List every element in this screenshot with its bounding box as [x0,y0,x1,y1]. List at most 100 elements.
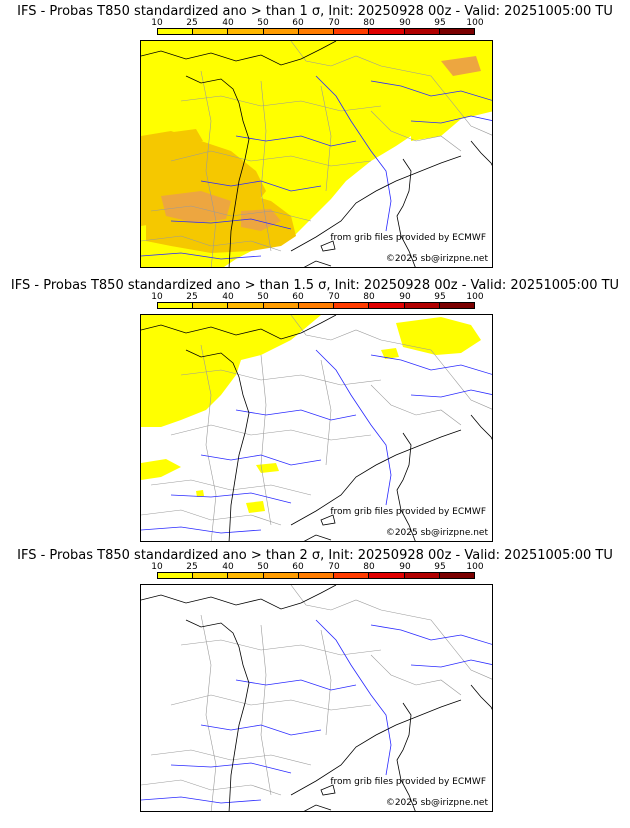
probability-map: from grib files provided by ECMWF ©2025 … [140,314,493,542]
river-line [315,349,392,506]
border-line [370,384,462,426]
colorbar-segment [263,303,299,308]
prob-area-low-alsace [381,348,399,359]
coastline [396,158,416,267]
coastline [141,41,337,66]
coastline [470,414,492,440]
colorbar [157,302,475,309]
border-line [320,85,332,192]
river-line [170,218,292,230]
river-line [170,762,292,774]
colorbar-labels: 10 25 40 50 60 70 80 90 95 100 [150,292,490,302]
border-line [320,629,332,736]
border-line [320,359,332,466]
colorbar-label: 100 [466,292,484,302]
prob-area-high-2 [241,209,281,231]
colorbar-segment [263,29,299,34]
colorbar-label: 50 [257,562,269,572]
border-line [141,779,282,796]
river-line [410,115,492,124]
border-line [141,509,282,526]
colorbar-segment [439,573,474,578]
prob-area-low-northeast [396,317,481,355]
border-line [150,205,312,222]
river-line [370,354,492,375]
geography [141,315,492,541]
coastline [320,240,336,252]
panel-sigma-2: IFS - Probas T850 standardized ano > tha… [0,548,630,818]
colorbar-label: 100 [466,562,484,572]
colorbar-segment [158,303,194,308]
probability-fill [141,41,492,267]
colorbar-segment [158,29,194,34]
river-line [141,526,262,534]
colorbar-segment [404,29,440,34]
border-line [180,95,382,112]
border-line [260,80,272,252]
colorbar [157,572,475,579]
colorbar-label: 95 [434,292,446,302]
coastline [303,804,332,811]
colorbar-label: 70 [328,562,340,572]
probability-fill [141,315,481,513]
colorbar-label: 70 [328,292,340,302]
ecmwf-credit: from grib files provided by ECMWF [330,507,486,517]
geography [141,585,492,811]
colorbar-label: 50 [257,18,269,28]
colorbar-label: 90 [399,562,411,572]
colorbar-labels: 10 25 40 50 60 70 80 90 95 100 [150,18,490,28]
colorbar-segment [298,303,335,308]
colorbar-segment [193,573,229,578]
coastline [470,140,492,166]
panel-title: IFS - Probas T850 standardized ano > tha… [17,4,613,19]
prob-area-high-4 [166,129,203,145]
border-line [170,150,372,167]
river-line [315,75,392,232]
colorbar-segment [334,29,370,34]
coastline [290,155,462,252]
border-line [200,344,217,541]
prob-area-high-3 [441,56,481,76]
coastline [470,684,492,710]
colorbar-label: 90 [399,292,411,302]
ecmwf-credit: from grib files provided by ECMWF [330,777,486,787]
map-svg [141,41,492,267]
border-line [200,614,217,811]
coastline [141,315,337,340]
prob-area-low-sw-2 [256,463,279,473]
coastline [185,619,250,811]
border-line [260,354,272,526]
colorbar-segment [298,573,335,578]
geography [141,41,492,267]
copyright: ©2025 sb@irizpne.net [385,528,488,538]
colorbar-segment [439,29,474,34]
map-svg [141,315,492,541]
coastline [396,432,416,541]
colorbar-label: 80 [363,18,375,28]
border-line [290,41,492,136]
colorbar-label: 60 [292,18,304,28]
coastline [290,429,462,526]
coastline [303,260,332,267]
coastline [303,534,332,541]
copyright: ©2025 sb@irizpne.net [385,798,488,808]
coastline [320,514,336,526]
map-svg [141,585,492,811]
river-line [410,659,492,668]
river-line [235,679,357,691]
border-line [370,110,462,152]
border-line [150,749,312,766]
panel-title: IFS - Probas T850 standardized ano > tha… [17,548,613,563]
border-line [141,235,282,252]
river-line [235,409,357,421]
colorbar-label: 40 [222,292,234,302]
river-line [141,252,262,260]
colorbar-label: 10 [151,18,163,28]
colorbar-label: 10 [151,562,163,572]
colorbar-segment [158,573,194,578]
river-line [200,454,322,466]
coastline [185,349,250,541]
coastline [141,585,337,610]
border-line [170,424,372,441]
border-line [200,70,217,267]
